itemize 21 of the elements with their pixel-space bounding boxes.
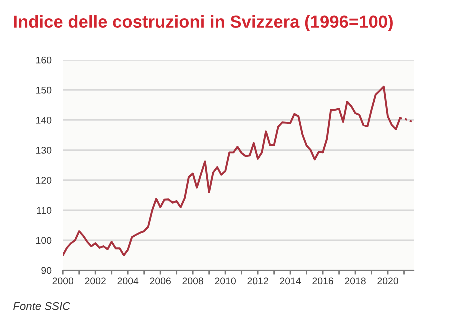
x-tick-label: 2004 (118, 278, 139, 285)
y-tick-label: 100 (36, 237, 52, 244)
x-tick-label: 2008 (182, 278, 204, 285)
y-tick-label: 120 (36, 177, 52, 184)
x-tick-label: 2010 (215, 278, 236, 285)
x-tick-label: 2020 (378, 278, 398, 285)
x-tick-label: 2012 (248, 278, 268, 285)
y-tick-label: 110 (37, 207, 52, 214)
y-tick-label: 160 (36, 56, 52, 64)
x-tick-label: 2014 (280, 278, 302, 285)
y-tick-label: 150 (36, 86, 52, 94)
x-tick-label: 2002 (85, 278, 106, 285)
y-tick-label: 90 (42, 267, 52, 274)
y-tick-label: 130 (36, 147, 52, 154)
x-tick-label: 2016 (312, 278, 334, 285)
x-tick-label: 2018 (345, 278, 366, 285)
x-tick-label: 2000 (52, 278, 74, 285)
source-note: Fonte SSIC (14, 302, 71, 310)
x-tick-label: 2006 (150, 278, 171, 285)
y-tick-label: 140 (36, 116, 52, 124)
chart-title: Indice delle costruzioni in Svizzera (1996=100) (14, 15, 393, 32)
